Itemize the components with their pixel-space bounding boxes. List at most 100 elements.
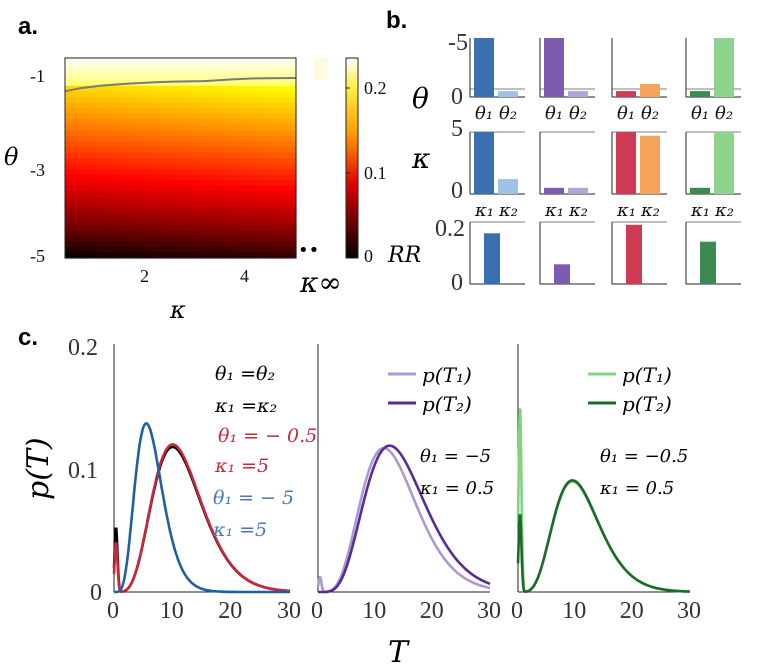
heatmap-cell	[212, 146, 224, 154]
heatmap-cell	[275, 246, 287, 254]
heatmap-cell	[117, 185, 129, 192]
b-rr-tick-top: 0.2	[435, 216, 465, 242]
heatmap-cell	[233, 91, 245, 98]
b-label-theta-2: θ₂	[499, 103, 517, 124]
heatmap-cell	[275, 80, 287, 87]
heatmap-cell	[233, 158, 245, 165]
heatmap-cell	[65, 202, 77, 209]
heatmap-cell	[138, 58, 150, 65]
c3-series-1	[516, 408, 690, 594]
heatmap-cell	[264, 169, 276, 176]
a-xlabel: κ	[169, 296, 186, 324]
heatmap-cell	[212, 96, 224, 104]
heatmap-cell	[138, 91, 150, 98]
heatmap-cell	[128, 69, 140, 76]
heatmap-cell	[285, 69, 297, 76]
heatmap-cell	[180, 85, 192, 92]
heatmap-cell	[170, 163, 182, 170]
c2-legend-1: p(T₂)	[422, 392, 472, 416]
c2-xtick-30: 30	[477, 598, 501, 624]
heatmap-cell	[107, 219, 119, 226]
heatmap-cell	[264, 91, 276, 98]
heatmap-cell	[222, 202, 234, 209]
heatmap-cell	[275, 219, 287, 226]
heatmap-cell	[275, 141, 287, 148]
heatmap-cell	[222, 130, 234, 137]
heatmap-cell	[275, 58, 287, 65]
heatmap-cell	[275, 174, 287, 181]
b-bar-kappa-1	[474, 132, 494, 194]
heatmap-cell	[117, 152, 129, 159]
heatmap-cell	[128, 146, 140, 154]
heatmap-cell	[285, 124, 297, 131]
heatmap-cell	[180, 124, 192, 131]
heatmap-cell	[243, 146, 255, 154]
heatmap-cell	[180, 152, 192, 159]
heatmap-cell	[149, 224, 161, 231]
heatmap-cell	[65, 169, 77, 176]
heatmap-cell	[65, 191, 77, 198]
contour-line	[64, 77, 297, 93]
heatmap-cell	[233, 80, 245, 87]
heatmap-cell	[222, 241, 234, 248]
heatmap-cell	[254, 208, 266, 215]
heatmap-cell	[191, 141, 203, 148]
heatmap-cell	[243, 208, 255, 215]
heatmap-cell	[222, 252, 234, 259]
heatmap-cell	[243, 252, 255, 259]
b-bar-kappa-2	[568, 187, 588, 194]
heatmap-cell	[128, 91, 140, 98]
heatmap-cell	[233, 235, 245, 242]
heatmap-cell	[222, 163, 234, 170]
heatmap-cell	[96, 191, 108, 198]
heatmap-cell	[222, 235, 234, 242]
heatmap-cell	[191, 196, 203, 204]
heatmap-cell	[138, 196, 150, 204]
c3-legend-0: p(T₁)	[622, 363, 672, 387]
heatmap-cell	[75, 80, 87, 87]
b-cell-1-0: κ₁ κ₂	[469, 131, 525, 221]
heatmap-cell	[117, 96, 129, 104]
heatmap-cell	[149, 163, 161, 170]
heatmap-cell	[170, 202, 182, 209]
heatmap-cell	[222, 124, 234, 131]
heatmap-cell	[65, 180, 77, 187]
kappa-inf-column	[314, 58, 328, 259]
c2-xtick-20: 20	[420, 598, 444, 624]
heatmap-cell	[117, 241, 129, 248]
heatmap-cell	[159, 224, 171, 231]
heatmap-cell	[117, 252, 129, 259]
b-label-kappa-2: κ₂	[640, 200, 660, 221]
heatmap-cell	[285, 208, 297, 215]
heatmap-cell	[128, 252, 140, 259]
heatmap-cell	[222, 208, 234, 215]
heatmap-cell	[138, 74, 150, 81]
heatmap-cell	[254, 102, 266, 109]
heatmap-cell	[117, 213, 129, 220]
heatmap-cell	[275, 191, 287, 198]
heatmap-cell	[159, 58, 171, 65]
heatmap-cell	[149, 185, 161, 192]
heatmap-cell	[75, 158, 87, 165]
heatmap-cell	[243, 58, 255, 65]
heatmap-cell	[201, 208, 213, 215]
heatmap-cell	[243, 91, 255, 98]
heatmap-cell	[191, 91, 203, 98]
heatmap-cell	[138, 208, 150, 215]
b-row-label-rr: RR	[387, 243, 421, 268]
heatmap-cell	[170, 191, 182, 198]
b-bar-rr	[554, 264, 570, 284]
kappa-inf-cell	[314, 219, 328, 226]
heatmap-cell	[243, 163, 255, 170]
heatmap-cell	[117, 180, 129, 187]
heatmap-cell	[86, 135, 98, 142]
heatmap-cell	[191, 180, 203, 187]
heatmap-cell	[65, 69, 77, 76]
heatmap-cell	[275, 252, 287, 259]
heatmap-cell	[96, 124, 108, 131]
heatmap-cell	[264, 158, 276, 165]
heatmap-cell	[243, 141, 255, 148]
heatmap-cell	[65, 213, 77, 220]
heatmap-cell	[117, 158, 129, 165]
heatmap-cell	[170, 85, 182, 92]
